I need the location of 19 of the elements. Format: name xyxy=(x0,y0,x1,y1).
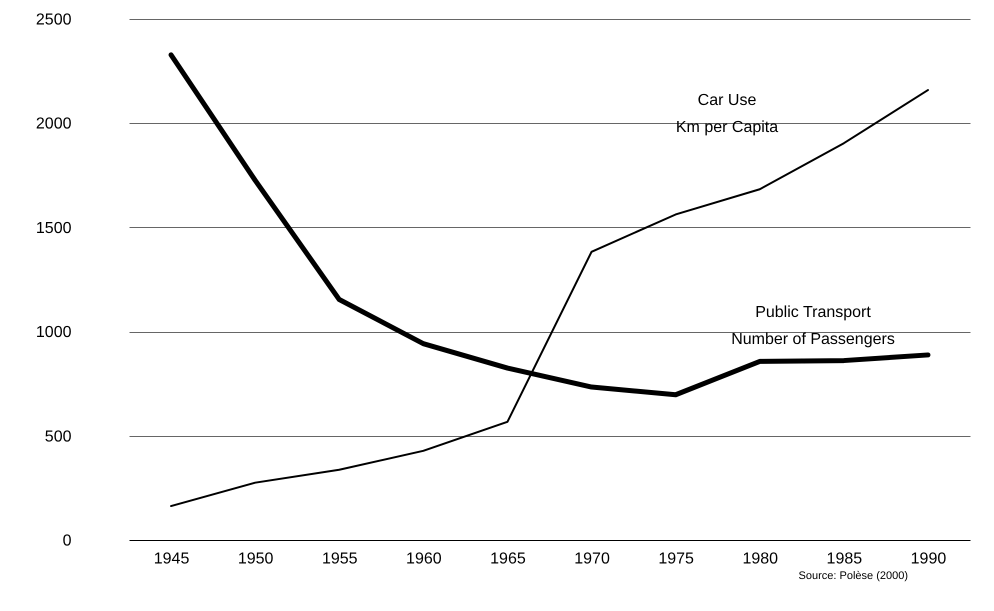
x-tick-label: 1985 xyxy=(826,550,862,568)
x-tick-label: 1945 xyxy=(154,550,190,568)
x-tick-label: 1950 xyxy=(238,550,274,568)
annotation: Public Transport Number of Passengers xyxy=(731,304,895,348)
x-tick-label: 1965 xyxy=(490,550,526,568)
y-tick-label: 2500 xyxy=(36,12,72,28)
y-tick-label: 0 xyxy=(62,532,72,550)
x-tick-label: 1990 xyxy=(910,550,946,568)
y-tick-label: 500 xyxy=(44,428,72,446)
x-tick-label: 1955 xyxy=(322,550,358,568)
y-tick-label: 1000 xyxy=(36,324,72,342)
x-tick-label: 1975 xyxy=(658,550,694,568)
x-tick-label: 1960 xyxy=(406,550,442,568)
x-tick-label: 1980 xyxy=(742,550,778,568)
x-tick-label: 1970 xyxy=(574,550,610,568)
source-note: Source: Polèse (2000) xyxy=(798,570,908,582)
y-tick-label: 1500 xyxy=(36,220,72,237)
annotation: Car Use Km per Capita xyxy=(676,92,778,136)
y-tick-label: 2000 xyxy=(36,116,72,133)
